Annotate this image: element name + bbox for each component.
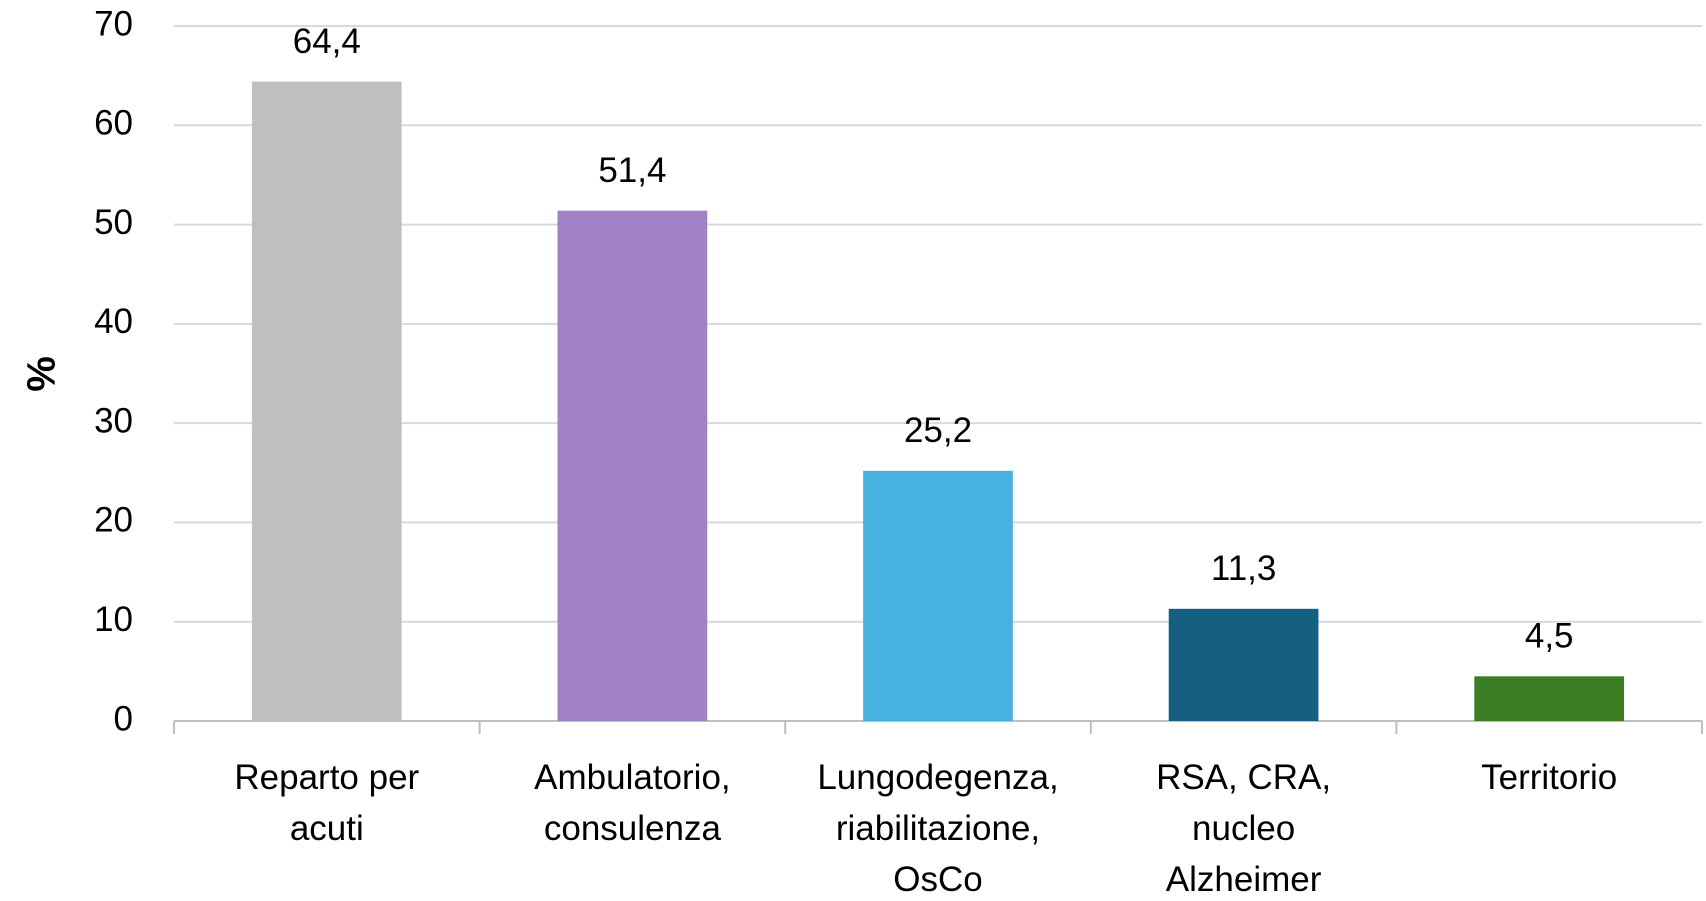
x-tick-label: Territorio	[1481, 758, 1617, 797]
bar	[863, 470, 1013, 721]
y-tick-label: 30	[94, 401, 133, 440]
data-label: 25,2	[904, 411, 972, 450]
y-tick-label: 60	[94, 104, 133, 143]
y-tick-label: 10	[94, 600, 133, 639]
data-label: 64,4	[293, 22, 361, 61]
data-label: 11,3	[1211, 549, 1277, 588]
bar	[251, 81, 402, 722]
bar	[1168, 608, 1319, 721]
x-tick-label: Lungodegenza, riabilitazione, OsCo	[817, 758, 1058, 899]
x-tick-label: RSA, CRA, nucleo Alzheimer	[1156, 758, 1331, 899]
y-tick-label: 40	[94, 302, 133, 341]
y-tick-label: 50	[94, 203, 133, 242]
data-label: 4,5	[1525, 617, 1574, 656]
y-tick-label: 0	[114, 699, 133, 738]
bar	[557, 210, 708, 721]
y-tick-label: 70	[94, 4, 133, 43]
data-label: 51,4	[598, 151, 666, 190]
y-axis-label: %	[20, 356, 64, 392]
x-tick-label: Reparto per acuti	[234, 758, 419, 848]
bar	[1474, 676, 1625, 721]
x-tick-label: Ambulatorio, consulenza	[534, 758, 730, 848]
y-tick-label: 20	[94, 501, 133, 540]
